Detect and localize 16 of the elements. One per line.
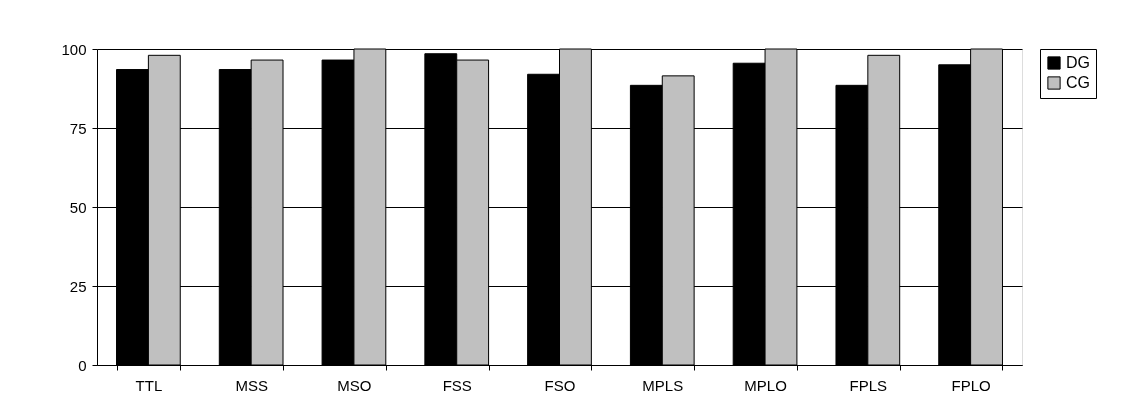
x-tick-label: MSO <box>337 376 372 394</box>
x-tick-label: FSS <box>442 376 472 394</box>
y-tick-label: 75 <box>69 119 87 137</box>
x-tick-label: FPLS <box>849 376 888 394</box>
legend-label: CG <box>1066 74 1090 91</box>
x-tick-label: MPLO <box>744 376 787 394</box>
x-tick-label: FSO <box>544 376 576 394</box>
x-tick-label: MSS <box>235 376 268 394</box>
y-tick-label: 50 <box>69 198 87 216</box>
x-tick-label: FPLO <box>951 376 991 394</box>
x-tick-label: TTL <box>135 376 163 394</box>
y-tick-label: 0 <box>78 356 87 374</box>
x-tick-label: MPLS <box>642 376 684 394</box>
y-tick-label: 25 <box>69 277 87 295</box>
y-tick-label: 100 <box>61 40 87 58</box>
legend-label: DG <box>1066 54 1090 71</box>
